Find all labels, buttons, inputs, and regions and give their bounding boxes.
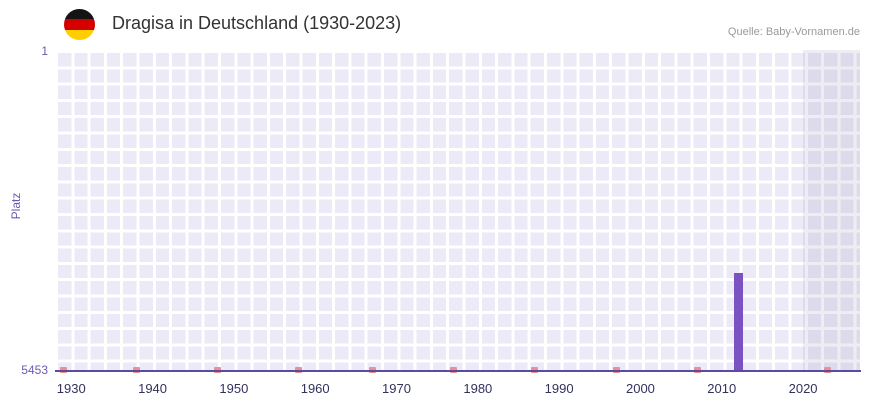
x-tick-1930: 1930 [56, 381, 86, 396]
y-tick-top: 1 [41, 44, 48, 58]
y-tick-bottom: 5453 [21, 363, 48, 377]
source-attribution: Quelle: Baby-Vornamen.de [727, 26, 860, 38]
recent-years-shaded-region [803, 50, 860, 370]
germany-flag-icon [64, 9, 95, 40]
x-axis-line [55, 370, 861, 372]
x-tick-1980: 1980 [463, 381, 493, 396]
x-tick-1990: 1990 [544, 381, 574, 396]
x-tick-2010: 2010 [707, 381, 737, 396]
flag-stripe-gold [64, 29, 95, 40]
rank-bar-2012[interactable] [733, 272, 743, 370]
flag-stripe-black [64, 9, 95, 20]
plot-area [55, 50, 860, 373]
flag-stripe-red [64, 19, 95, 30]
x-tick-1970: 1970 [382, 381, 411, 396]
chart-title: Dragisa in Deutschland (1930-2023) [112, 13, 402, 33]
x-tick-1960: 1960 [300, 381, 330, 396]
y-axis-title: Platz [9, 192, 23, 220]
x-tick-2020: 2020 [788, 381, 818, 396]
x-tick-1940: 1940 [138, 381, 168, 396]
x-tick-2000: 2000 [625, 381, 655, 396]
x-tick-1950: 1950 [219, 381, 249, 396]
